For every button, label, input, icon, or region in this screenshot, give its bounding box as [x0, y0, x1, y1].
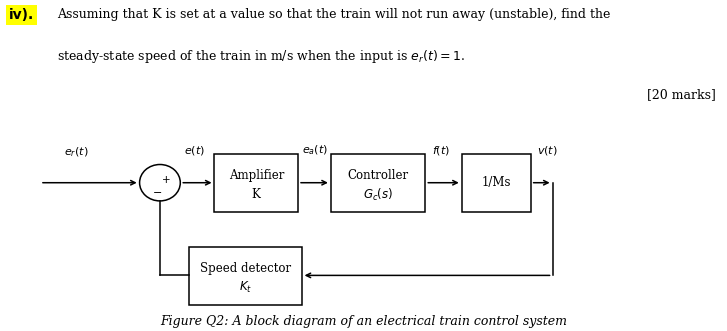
Bar	[214, 154, 298, 212]
Text: +: +	[161, 175, 170, 185]
Text: Assuming that K is set at a value so that the train will not run away (unstable): Assuming that K is set at a value so tha…	[57, 8, 610, 21]
Bar	[331, 154, 425, 212]
Text: $e_r(t)$: $e_r(t)$	[64, 145, 89, 159]
Text: $v(t)$: $v(t)$	[537, 144, 558, 157]
Text: Speed detector: Speed detector	[200, 261, 291, 274]
Text: Controller: Controller	[348, 169, 409, 182]
Text: Figure Q2: A block diagram of an electrical train control system: Figure Q2: A block diagram of an electri…	[160, 315, 567, 328]
Text: −: −	[153, 188, 163, 198]
Text: 1/Ms: 1/Ms	[481, 176, 511, 189]
Text: $G_c(s)$: $G_c(s)$	[363, 186, 393, 203]
Text: $K_t$: $K_t$	[238, 280, 252, 295]
Bar	[462, 154, 531, 212]
Text: iv).: iv).	[9, 8, 34, 22]
Text: [20 marks]: [20 marks]	[647, 88, 716, 101]
Text: K: K	[252, 188, 261, 201]
Text: steady-state speed of the train in m/s when the input is $e_r(t) = 1$.: steady-state speed of the train in m/s w…	[57, 48, 465, 65]
Text: $e(t)$: $e(t)$	[184, 144, 205, 157]
Ellipse shape	[140, 165, 180, 201]
Text: $f(t)$: $f(t)$	[432, 144, 450, 157]
Text: Amplifier: Amplifier	[228, 169, 284, 182]
Bar	[189, 247, 302, 305]
Text: $e_a(t)$: $e_a(t)$	[302, 144, 329, 157]
